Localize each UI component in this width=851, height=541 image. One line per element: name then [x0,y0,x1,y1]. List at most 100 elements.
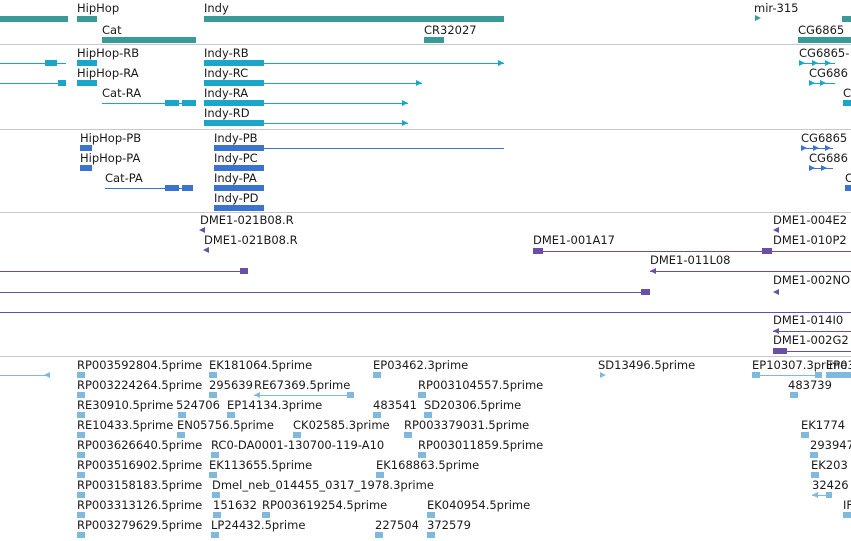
protein-label[interactable]: CG6865 [801,131,848,145]
protein-cds[interactable] [214,145,264,151]
est-feature[interactable] [77,512,85,518]
est-label[interactable]: RP003011859.5prime [418,438,544,452]
transcript-label[interactable]: Indy-RB [204,46,249,60]
clone-end[interactable] [533,248,543,254]
protein-label[interactable]: Indy-PA [214,171,257,185]
gene-label[interactable]: mir-315 [754,1,799,15]
est-label[interactable]: RE30910.5prime [77,398,174,412]
est-label[interactable]: EP0393 [826,358,851,372]
est-feature[interactable] [843,512,851,518]
est-label[interactable]: RP003224264.5prime [77,378,203,392]
protein-cds[interactable] [809,165,815,171]
est-feature[interactable] [77,452,85,458]
est-feature[interactable] [418,392,426,398]
est-label[interactable]: 32426 [812,478,849,492]
transcript-label[interactable]: Cat-RA [102,86,142,100]
protein-cds[interactable] [214,185,264,191]
est-feature[interactable] [209,392,217,398]
protein-cds[interactable] [214,205,264,211]
transcript-exon[interactable] [204,100,264,106]
est-feature[interactable] [209,372,217,378]
est-feature[interactable] [211,532,219,538]
est-label[interactable]: RP003104557.5prime [418,378,544,392]
est-label[interactable]: EK113655.5prime [209,458,313,472]
gene-feature[interactable] [204,16,504,22]
est-label[interactable]: RE10433.5prime [77,418,174,432]
clone-label[interactable]: DME1-021B08.R [200,213,294,227]
est-label[interactable]: RP003516902.5prime [77,458,203,472]
gene-feature[interactable] [842,16,851,22]
transcript-label[interactable]: Indy-RC [204,66,249,80]
est-feature[interactable] [209,472,217,478]
est-label[interactable]: 151632 [213,498,257,512]
clone-label[interactable]: DME1-021B08.R [204,233,298,247]
clone-label[interactable]: DME1-002G2 [773,333,849,347]
est-label[interactable]: EK168863.5prime [376,458,480,472]
gene-feature[interactable] [0,16,68,22]
est-label[interactable]: EK181064.5prime [209,358,313,372]
est-feature[interactable] [418,452,426,458]
transcript-label[interactable]: Indy-RD [204,106,250,120]
est-feature[interactable] [826,492,832,498]
transcript-exon[interactable] [809,80,815,86]
gene-feature[interactable] [798,37,851,43]
est-label[interactable]: CK02585.3prime [293,418,390,432]
protein-cds[interactable] [182,185,193,191]
transcript-exon[interactable] [812,60,818,66]
est-feature[interactable] [373,372,381,378]
est-label[interactable]: 483541 [373,398,417,412]
protein-label[interactable]: Cat-PA [105,171,143,185]
clone-end[interactable] [773,227,779,233]
transcript-exon[interactable] [820,80,826,86]
transcript-exon[interactable] [58,80,66,86]
est-label[interactable]: RC0-DA0001-130700-119-A10 [211,438,385,452]
protein-label[interactable]: CG686 [809,151,848,165]
est-label[interactable]: RP003279629.5prime [77,518,203,532]
est-label[interactable]: RP003592804.5prime [77,358,203,372]
transcript-exon[interactable] [825,60,831,66]
est-feature[interactable] [77,472,85,478]
est-feature[interactable] [815,372,822,378]
protein-label[interactable]: Indy-PC [214,151,258,165]
protein-cds[interactable] [80,165,92,171]
est-label[interactable]: LP24432.5prime [211,518,306,532]
est-label[interactable]: EN05756.5prime [177,418,274,432]
clone-end[interactable] [199,227,205,233]
est-label[interactable]: RE67369.5prime [254,378,351,392]
est-label[interactable]: EP03462.3prime [373,358,469,372]
transcript-exon[interactable] [204,60,264,66]
est-feature[interactable] [801,432,809,438]
est-label[interactable]: SD13496.5prime [598,358,696,372]
est-label[interactable]: RP003313126.5prime [77,498,203,512]
est-label[interactable]: EP10307.3prime [752,358,848,372]
protein-cds[interactable] [165,185,179,191]
transcript-label[interactable]: CG686 [809,66,848,80]
gene-label[interactable]: CR32027 [424,23,477,37]
clone-end[interactable] [650,268,656,274]
est-feature[interactable] [213,512,221,518]
gene-label[interactable]: Cat [102,23,122,37]
gene-feature[interactable] [102,37,196,43]
est-label[interactable]: 227504 [375,518,419,532]
est-label[interactable]: Dmel_neb_014455_0317_1978.3prime [212,478,434,492]
gene-feature[interactable] [424,37,444,43]
protein-cds[interactable] [845,185,851,191]
est-label[interactable]: RP003619254.5prime [262,498,388,512]
protein-cds[interactable] [821,165,827,171]
protein-cds[interactable] [813,145,819,151]
transcript-label[interactable]: Indy-RA [204,86,249,100]
est-label[interactable]: RP003379031.5prime [404,418,530,432]
clone-end[interactable] [203,247,209,253]
est-feature[interactable] [790,392,798,398]
est-feature[interactable] [77,372,85,378]
transcript-exon[interactable] [204,120,264,126]
transcript-label[interactable]: C [843,86,851,100]
est-feature[interactable] [178,412,186,418]
transcript-label[interactable]: CG6865- [799,46,850,60]
est-feature[interactable] [77,432,85,438]
clone-end[interactable] [641,289,650,295]
clone-label[interactable]: DME1-014I0 [773,313,844,327]
est-feature[interactable] [404,432,412,438]
est-feature[interactable] [373,412,381,418]
clone-label[interactable]: DME1-010P2 [773,233,847,247]
